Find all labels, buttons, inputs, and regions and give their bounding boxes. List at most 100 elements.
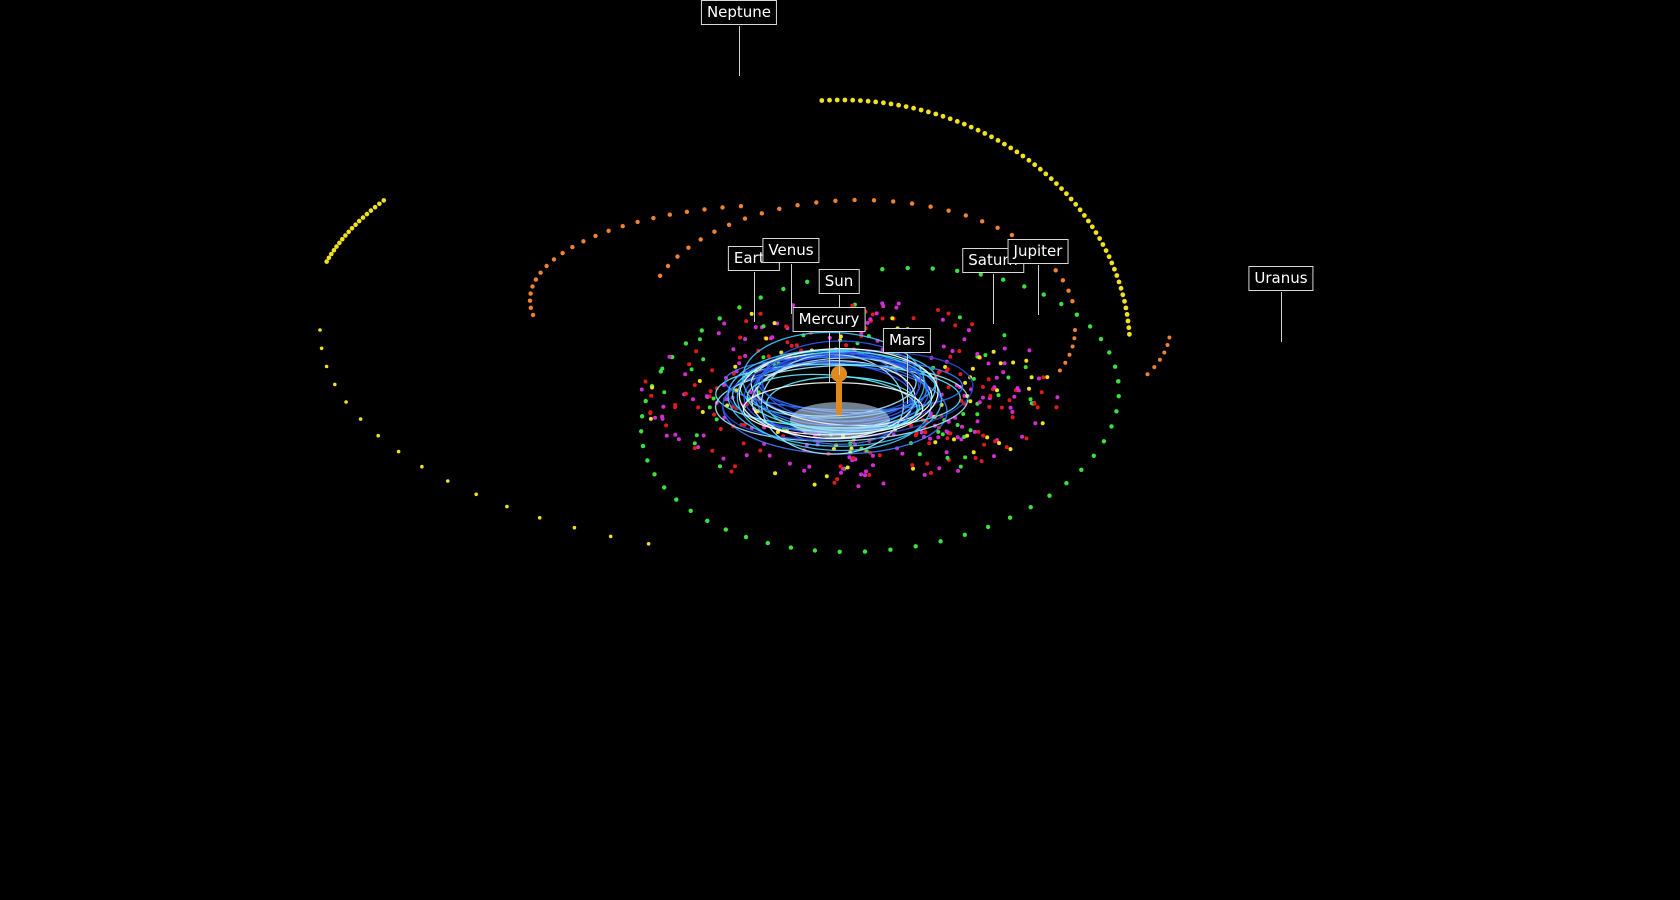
planet-trail-dot: [966, 328, 971, 333]
neptune-orbit-dot: [947, 116, 953, 122]
uranus-orbit-dot: [1053, 268, 1058, 273]
planet-trail-dot: [881, 481, 886, 486]
neptune-orbit-dot: [381, 198, 387, 203]
neptune-orbit-dot: [358, 417, 363, 421]
planet-trail-dot: [660, 366, 665, 371]
planet-trail-dot: [958, 464, 963, 469]
saturn-orbit-dot: [1047, 493, 1052, 498]
planet-trail-dot: [968, 428, 973, 433]
neptune-orbit-dot: [1089, 224, 1095, 230]
uranus-label[interactable]: Uranus: [1248, 266, 1314, 291]
planet-trail-dot: [948, 354, 953, 359]
sun-label[interactable]: Sun: [818, 269, 860, 294]
planet-trail-dot: [971, 450, 976, 455]
neptune-label[interactable]: Neptune: [700, 0, 778, 25]
neptune-orbit-dot: [995, 138, 1001, 143]
jupiter-label[interactable]: Jupiter: [1007, 239, 1069, 264]
neptune-orbit-dot: [333, 382, 337, 387]
neptune-orbit-dot: [1064, 191, 1069, 197]
planet-trail-dot: [708, 389, 713, 394]
saturn-orbit-dot: [1116, 379, 1121, 384]
saturn-orbit-dot: [788, 545, 794, 550]
planet-trail-dot: [758, 448, 763, 453]
neptune-orbit-dot: [1032, 162, 1038, 168]
saturn-orbit-dot: [1112, 364, 1118, 369]
uranus-orbit-dot: [527, 298, 533, 303]
saturn-orbit-dot: [1107, 350, 1112, 355]
neptune-orbit-dot: [337, 240, 342, 246]
mars-label[interactable]: Mars: [882, 328, 932, 353]
planet-trail-dot: [1015, 386, 1020, 391]
uranus-orbit-dot: [759, 211, 764, 216]
saturn-orbit-dot: [1109, 424, 1114, 429]
planet-trail-dot: [972, 429, 977, 434]
planet-trail-dot: [737, 355, 742, 360]
neptune-orbit-dot: [819, 98, 825, 103]
planet-trail-dot: [639, 387, 644, 392]
saturn-orbit-dot: [1074, 312, 1080, 317]
planet-trail-dot: [859, 472, 864, 477]
saturn-orbit-dot: [743, 534, 749, 540]
planet-trail-dot: [992, 385, 997, 390]
neptune-orbit-dot: [318, 328, 322, 332]
planet-trail-dot: [973, 456, 978, 460]
planet-trail-dot: [696, 405, 701, 410]
neptune-orbit-dot: [975, 127, 981, 133]
planet-trail-dot: [722, 383, 727, 387]
planet-trail-dot: [1012, 394, 1017, 399]
planet-trail-dot: [994, 375, 999, 380]
planet-trail-dot: [975, 352, 980, 356]
uranus-orbit-dot: [995, 225, 1000, 230]
planet-trail-dot: [1002, 361, 1007, 366]
inner-orbit-ring: [727, 349, 943, 447]
planet-trail-dot: [1004, 445, 1009, 450]
planet-trail-dot: [687, 362, 692, 367]
planet-trail-dot: [772, 321, 777, 326]
planet-trail-dot: [697, 337, 702, 342]
planet-trail-dot: [721, 456, 726, 461]
mercury-label[interactable]: Mercury: [792, 307, 866, 332]
planet-trail-dot: [714, 417, 719, 422]
planet-trail-dot: [913, 433, 918, 438]
uranus-orbit-dot: [538, 270, 543, 275]
uranus-orbit-dot: [946, 208, 951, 213]
neptune-orbit-dot: [968, 124, 974, 130]
planet-trail-dot: [896, 301, 901, 306]
uranus-orbit-dot: [675, 254, 680, 259]
saturn-orbit-dot: [688, 508, 693, 513]
planet-trail-dot: [764, 336, 769, 341]
uranus-orbit-dot: [777, 206, 782, 211]
planet-trail-dot: [937, 466, 942, 471]
neptune-orbit-dot: [873, 99, 879, 105]
neptune-orbit-dot: [865, 98, 871, 104]
planet-trail-dot: [1011, 360, 1016, 365]
uranus-orbit-dot: [1063, 360, 1068, 365]
planet-trail-dot: [1002, 333, 1007, 338]
venus-label[interactable]: Venus: [762, 238, 820, 263]
neptune-orbit-dot: [360, 215, 366, 220]
planet-trail-dot: [1001, 370, 1006, 375]
neptune-orbit-dot: [505, 504, 509, 509]
neptune-orbit-dot: [1043, 171, 1049, 177]
jupiter-leader-line: [1038, 265, 1039, 315]
neptune-orbit-dot: [376, 433, 381, 438]
uranus-orbit-dot: [891, 199, 896, 204]
planet-trail-dot: [676, 437, 681, 442]
planet-trail-dot: [661, 404, 666, 409]
neptune-orbit-dot: [1116, 279, 1122, 285]
planet-trail-dot: [988, 393, 993, 398]
neptune-orbit-dot: [372, 204, 378, 210]
neptune-orbit-dot: [926, 109, 931, 115]
planet-trail-dot: [664, 423, 669, 428]
neptune-orbit-dot: [896, 102, 901, 108]
orbit-trails: [318, 97, 1172, 554]
neptune-orbit-dot: [1106, 254, 1112, 260]
planet-trail-dot: [729, 469, 734, 474]
planet-trail-dot: [710, 448, 715, 453]
neptune-orbit-dot: [446, 479, 450, 483]
saturn-orbit-dot: [643, 398, 648, 404]
planet-trail-dot: [785, 340, 790, 345]
planet-trail-dot: [835, 477, 840, 481]
uranus-orbit-dot: [1167, 335, 1172, 340]
